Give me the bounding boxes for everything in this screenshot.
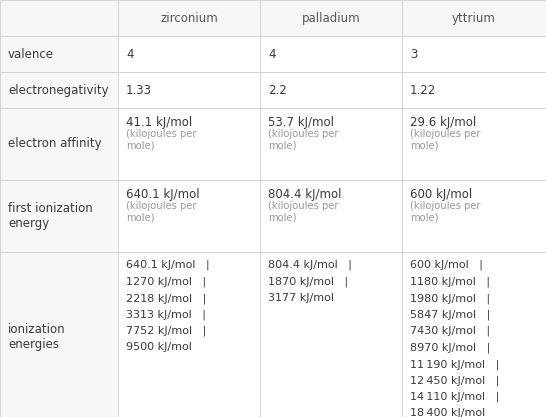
Bar [118, 252, 260, 417]
Text: ionization
energies: ionization energies [8, 323, 66, 351]
Text: yttrium: yttrium [452, 12, 496, 25]
Text: 2.2: 2.2 [268, 83, 287, 96]
Bar [260, 36, 402, 72]
Text: electron affinity: electron affinity [8, 138, 102, 151]
Text: (kilojoules per
mole): (kilojoules per mole) [410, 201, 480, 223]
Text: 3313 kJ/mol   |: 3313 kJ/mol | [126, 309, 206, 320]
Text: 12 450 kJ/mol   |: 12 450 kJ/mol | [410, 375, 500, 386]
Bar [0, 36, 118, 72]
Text: (kilojoules per
mole): (kilojoules per mole) [268, 129, 339, 151]
Bar [0, 180, 118, 252]
Text: 1.33: 1.33 [126, 83, 152, 96]
Bar [0, 252, 118, 417]
Bar [260, 72, 402, 108]
Text: 804.4 kJ/mol: 804.4 kJ/mol [268, 188, 341, 201]
Text: (kilojoules per
mole): (kilojoules per mole) [126, 201, 197, 223]
Bar [118, 36, 260, 72]
Text: 3177 kJ/mol: 3177 kJ/mol [268, 293, 334, 303]
Text: 53.7 kJ/mol: 53.7 kJ/mol [268, 116, 334, 129]
Text: 11 190 kJ/mol   |: 11 190 kJ/mol | [410, 359, 499, 369]
Text: 4: 4 [268, 48, 276, 60]
Text: 5847 kJ/mol   |: 5847 kJ/mol | [410, 309, 490, 320]
Bar [0, 72, 118, 108]
Bar [118, 0, 260, 36]
Bar [118, 180, 260, 252]
Text: 4: 4 [126, 48, 134, 60]
Text: 18 400 kJ/mol: 18 400 kJ/mol [410, 409, 485, 417]
Text: (kilojoules per
mole): (kilojoules per mole) [410, 129, 480, 151]
Text: 9500 kJ/mol: 9500 kJ/mol [126, 342, 192, 352]
Bar [118, 72, 260, 108]
Bar [402, 36, 546, 72]
Bar [260, 180, 402, 252]
Bar [0, 108, 118, 180]
Bar [260, 252, 402, 417]
Bar [402, 72, 546, 108]
Text: 8970 kJ/mol   |: 8970 kJ/mol | [410, 342, 490, 353]
Text: palladium: palladium [302, 12, 360, 25]
Text: 640.1 kJ/mol   |: 640.1 kJ/mol | [126, 260, 210, 271]
Text: first ionization
energy: first ionization energy [8, 202, 93, 230]
Text: valence: valence [8, 48, 54, 60]
Text: 29.6 kJ/mol: 29.6 kJ/mol [410, 116, 476, 129]
Bar [402, 180, 546, 252]
Text: 1980 kJ/mol   |: 1980 kJ/mol | [410, 293, 490, 304]
Text: 3: 3 [410, 48, 417, 60]
Text: 600 kJ/mol: 600 kJ/mol [410, 188, 472, 201]
Text: 14 110 kJ/mol   |: 14 110 kJ/mol | [410, 392, 499, 402]
Bar [402, 252, 546, 417]
Text: 1270 kJ/mol   |: 1270 kJ/mol | [126, 276, 206, 287]
Bar [0, 0, 118, 36]
Text: 2218 kJ/mol   |: 2218 kJ/mol | [126, 293, 206, 304]
Text: 804.4 kJ/mol   |: 804.4 kJ/mol | [268, 260, 352, 271]
Bar [260, 108, 402, 180]
Text: 1180 kJ/mol   |: 1180 kJ/mol | [410, 276, 490, 287]
Text: (kilojoules per
mole): (kilojoules per mole) [268, 201, 339, 223]
Text: (kilojoules per
mole): (kilojoules per mole) [126, 129, 197, 151]
Text: 41.1 kJ/mol: 41.1 kJ/mol [126, 116, 192, 129]
Text: 640.1 kJ/mol: 640.1 kJ/mol [126, 188, 200, 201]
Bar [118, 108, 260, 180]
Text: 7430 kJ/mol   |: 7430 kJ/mol | [410, 326, 490, 337]
Bar [260, 0, 402, 36]
Text: 1870 kJ/mol   |: 1870 kJ/mol | [268, 276, 348, 287]
Text: 600 kJ/mol   |: 600 kJ/mol | [410, 260, 483, 271]
Text: 7752 kJ/mol   |: 7752 kJ/mol | [126, 326, 206, 337]
Bar [402, 108, 546, 180]
Text: zirconium: zirconium [160, 12, 218, 25]
Bar [402, 0, 546, 36]
Text: electronegativity: electronegativity [8, 83, 109, 96]
Text: 1.22: 1.22 [410, 83, 436, 96]
